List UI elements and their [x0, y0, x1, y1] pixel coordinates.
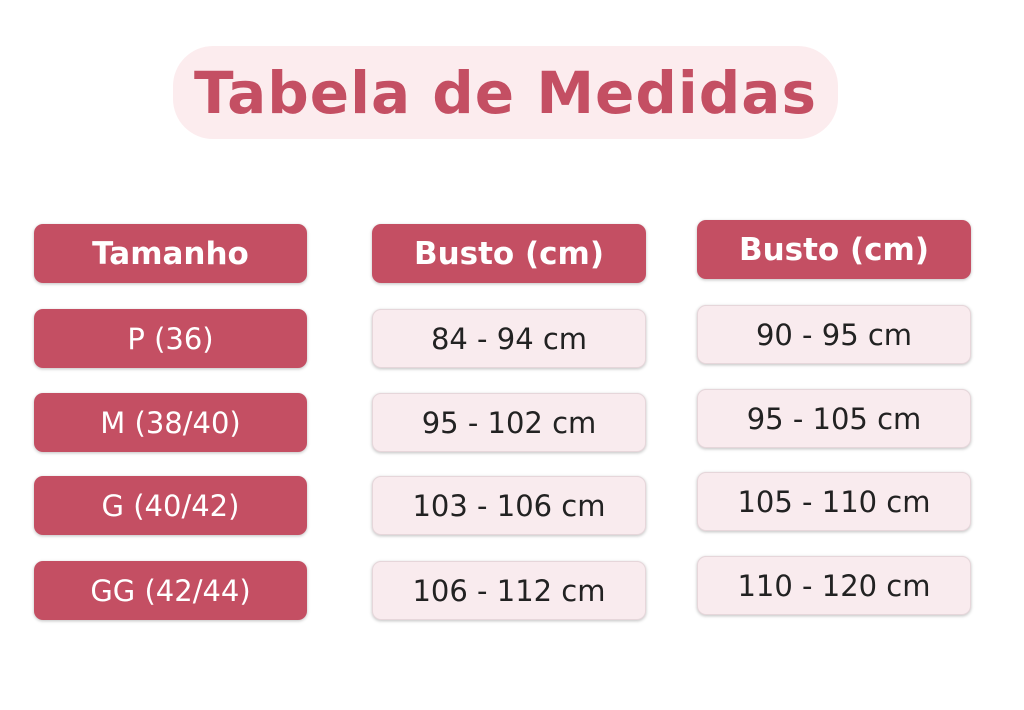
header-tamanho: Tamanho: [34, 224, 307, 283]
size-cell: G (40/42): [34, 476, 307, 535]
busto-cell: 106 - 112 cm: [372, 561, 646, 620]
size-cell: M (38/40): [34, 393, 307, 452]
size-cell: P (36): [34, 309, 307, 368]
busto-cell: 110 - 120 cm: [697, 556, 971, 615]
busto-cell: 105 - 110 cm: [697, 472, 971, 531]
page-title: Tabela de Medidas: [194, 58, 817, 127]
busto-cell: 95 - 102 cm: [372, 393, 646, 452]
busto-cell: 84 - 94 cm: [372, 309, 646, 368]
size-cell: GG (42/44): [34, 561, 307, 620]
header-busto-1: Busto (cm): [372, 224, 646, 283]
busto-cell: 103 - 106 cm: [372, 476, 646, 535]
busto-cell: 95 - 105 cm: [697, 389, 971, 448]
title-banner: Tabela de Medidas: [173, 46, 838, 139]
busto-cell: 90 - 95 cm: [697, 305, 971, 364]
header-busto-2: Busto (cm): [697, 220, 971, 279]
